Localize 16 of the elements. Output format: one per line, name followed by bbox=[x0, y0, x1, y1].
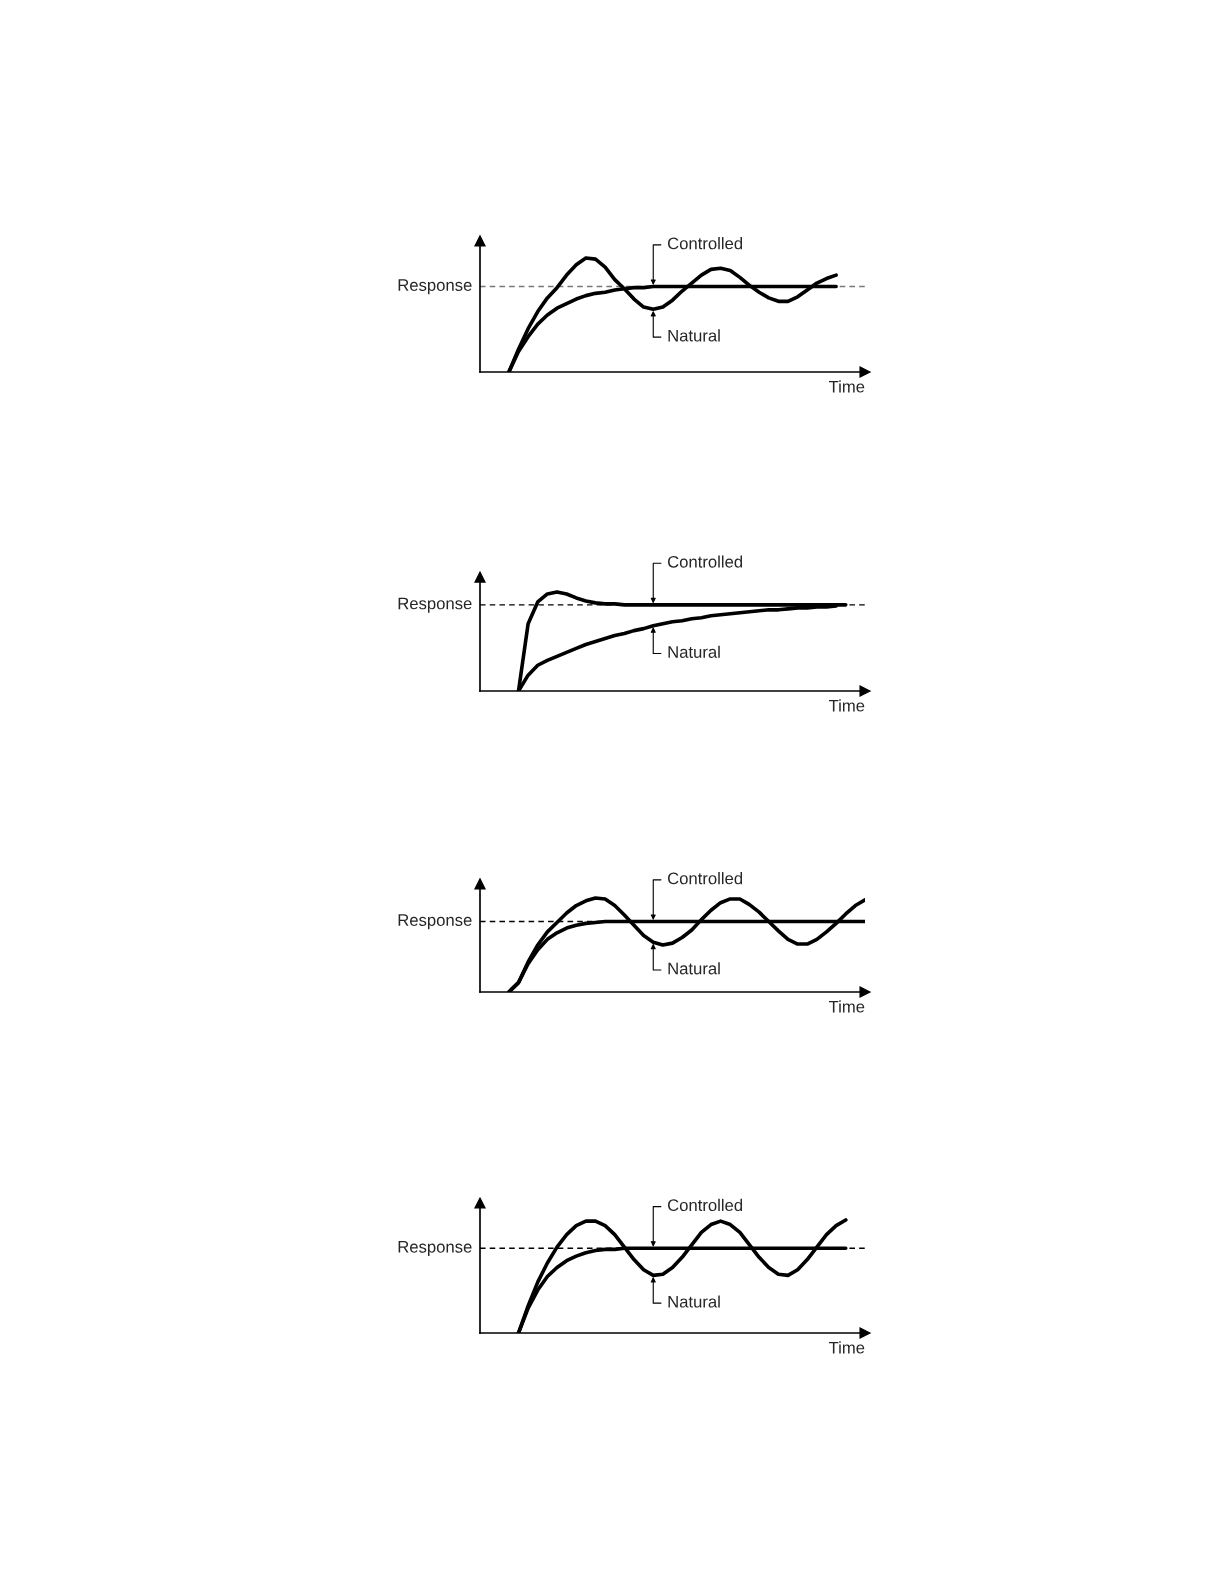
legend-label: Natural bbox=[668, 329, 720, 342]
legend-label: Natural bbox=[668, 962, 720, 975]
x-axis-title: Time bbox=[828, 699, 865, 712]
x-axis-title: Time bbox=[828, 1000, 865, 1013]
text: Controlled bbox=[667, 1198, 743, 1212]
text: Controlled bbox=[667, 872, 743, 885]
x-axis-title: Time bbox=[828, 380, 865, 393]
ref-line-label: Response bbox=[398, 914, 472, 930]
ref-line-label: Response bbox=[398, 597, 472, 613]
text: Controlled bbox=[667, 237, 743, 250]
x-axis-title: Time bbox=[828, 1341, 865, 1354]
ref-line-label: Response bbox=[398, 279, 472, 295]
legend-label: Natural bbox=[668, 645, 720, 658]
legend-label: Natural bbox=[668, 1295, 720, 1308]
ref-line-label: Response bbox=[398, 1241, 472, 1257]
text: Controlled bbox=[667, 555, 743, 568]
